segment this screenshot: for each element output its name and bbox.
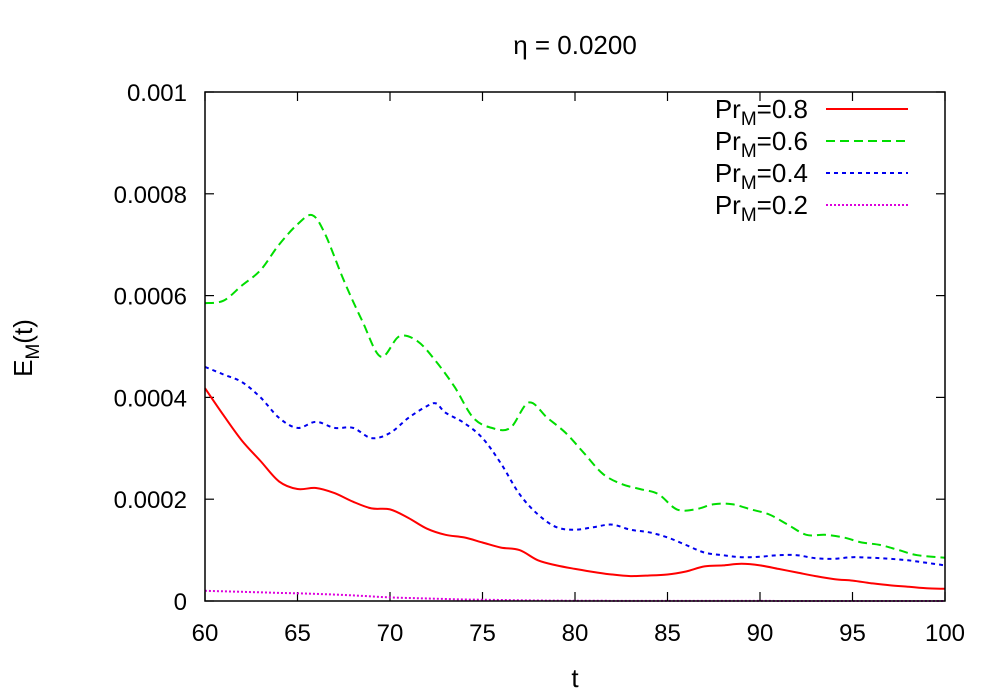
legend-label-sub: M <box>741 173 757 194</box>
y-tick-label: 0.0008 <box>114 182 187 209</box>
x-tick-label: 85 <box>654 620 681 647</box>
legend-label-suffix: =0.2 <box>757 190 808 220</box>
y-axis-label-main: E <box>8 360 38 377</box>
x-tick-label: 90 <box>747 620 774 647</box>
x-tick-label: 95 <box>839 620 866 647</box>
y-axis-ticks: 0 0.0002 0.0004 0.0006 0.0008 0.001 <box>114 80 945 616</box>
x-tick-label: 65 <box>284 620 311 647</box>
series-line-4 <box>204 589 945 603</box>
x-tick-label: 100 <box>925 620 965 647</box>
chart-title: η = 0.0200 <box>513 30 637 60</box>
legend-entry-label: PrM=0.6 <box>715 126 808 162</box>
y-tick-label: 0.0006 <box>114 284 187 311</box>
y-tick-label: 0 <box>174 589 187 616</box>
legend-entry-label: PrM=0.4 <box>715 158 808 194</box>
legend-label-sub: M <box>741 109 757 130</box>
legend-entry-label: PrM=0.8 <box>715 94 808 130</box>
y-tick-label: 0.0004 <box>114 385 187 412</box>
y-axis-label-suffix: (t) <box>8 319 38 344</box>
y-tick-label: 0.001 <box>127 80 187 107</box>
legend-label-main: Pr <box>715 94 741 124</box>
legend-entry-label: PrM=0.2 <box>715 190 808 226</box>
legend-label-suffix: =0.4 <box>757 158 808 188</box>
legend-label-main: Pr <box>715 158 741 188</box>
legend-label-main: Pr <box>715 190 741 220</box>
x-tick-label: 75 <box>469 620 496 647</box>
x-tick-label: 70 <box>377 620 404 647</box>
series-line-1 <box>204 387 946 590</box>
legend-label-sub: M <box>741 205 757 226</box>
y-axis-label: EM(t) <box>8 319 44 377</box>
legend-label-main: Pr <box>715 126 741 156</box>
y-axis-label-sub: M <box>23 344 44 360</box>
y-tick-label: 0.0002 <box>114 487 187 514</box>
series-line-2 <box>204 213 946 559</box>
plot-frame <box>204 91 946 602</box>
x-tick-label: 60 <box>192 620 219 647</box>
x-axis-ticks: 60 65 70 75 80 85 90 95 100 <box>192 92 965 647</box>
x-tick-label: 80 <box>562 620 589 647</box>
legend-label-suffix: =0.8 <box>757 94 808 124</box>
legend-label-sub: M <box>741 141 757 162</box>
series-layer <box>204 213 946 603</box>
legend-label-suffix: =0.6 <box>757 126 808 156</box>
x-axis-label: t <box>571 663 579 693</box>
